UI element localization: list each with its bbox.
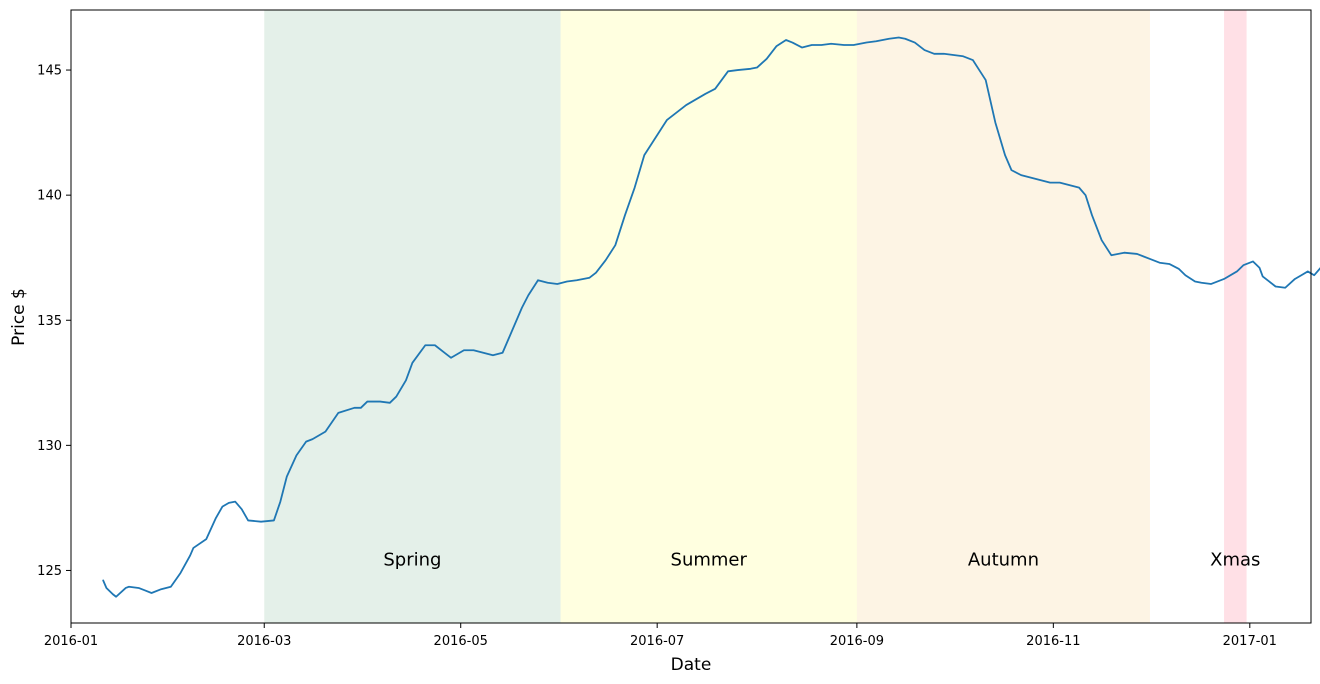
x-tick-label: 2016-05 (434, 634, 488, 649)
band-autumn (856, 10, 1150, 623)
band-labels: Spring Summer Autumn Xmas (383, 549, 1260, 570)
y-tick-label: 135 (37, 314, 62, 329)
band-label-autumn: Autumn (968, 549, 1039, 570)
x-axis: 2016-01 2016-03 2016-05 2016-07 2016-09 2016-… (44, 623, 1277, 649)
price-line (102, 36, 1320, 598)
band-label-summer: Summer (671, 549, 748, 570)
band-summer (560, 10, 857, 623)
plot-frame (70, 9, 1312, 624)
y-tick-label: 140 (37, 189, 62, 204)
x-tick-label: 2016-01 (44, 634, 98, 649)
band-spring (264, 10, 561, 623)
band-label-xmas: Xmas (1210, 549, 1260, 570)
y-tick-label: 130 (37, 439, 62, 454)
x-axis-label: Date (671, 655, 712, 675)
x-tick-label: 2016-11 (1026, 634, 1080, 649)
y-axis: 125 130 135 140 145 (37, 64, 71, 579)
x-tick-label: 2016-03 (237, 634, 291, 649)
x-tick-label: 2016-07 (630, 634, 684, 649)
y-tick-label: 145 (37, 64, 62, 79)
band-label-spring: Spring (383, 549, 441, 570)
y-tick-label: 125 (37, 564, 62, 579)
x-tick-label: 2017-01 (1223, 634, 1277, 649)
price-series (102, 36, 1320, 598)
y-axis-label: Price $ (9, 288, 29, 346)
x-tick-label: 2016-09 (830, 634, 884, 649)
season-bands (264, 10, 1247, 623)
band-xmas (1224, 10, 1247, 623)
